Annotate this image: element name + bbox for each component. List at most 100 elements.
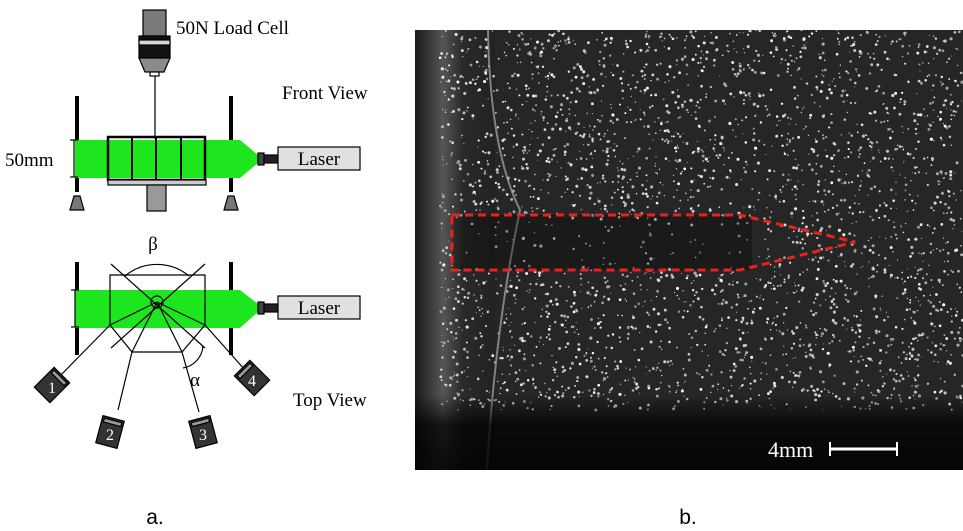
speckle bbox=[546, 336, 548, 338]
speckle bbox=[898, 39, 900, 41]
speckle bbox=[893, 221, 895, 223]
speckle bbox=[736, 75, 738, 77]
speckle bbox=[954, 173, 955, 174]
speckle bbox=[710, 392, 712, 394]
speckle bbox=[642, 192, 645, 195]
speckle bbox=[901, 272, 903, 274]
speckle bbox=[646, 195, 649, 198]
speckle bbox=[942, 49, 945, 52]
speckle bbox=[858, 74, 861, 77]
speckle bbox=[931, 89, 932, 90]
speckle bbox=[634, 52, 636, 54]
speckle bbox=[719, 154, 722, 157]
speckle bbox=[449, 140, 451, 142]
speckle bbox=[700, 388, 703, 391]
speckle bbox=[845, 90, 846, 91]
speckle bbox=[903, 351, 905, 353]
speckle bbox=[539, 391, 541, 393]
speckle bbox=[684, 39, 686, 41]
speckle bbox=[653, 308, 656, 311]
speckle bbox=[664, 130, 667, 133]
speckle bbox=[523, 353, 525, 355]
speckle bbox=[915, 133, 917, 135]
speckle bbox=[549, 338, 551, 340]
speckle bbox=[722, 274, 724, 276]
speckle bbox=[473, 274, 475, 276]
speckle bbox=[501, 374, 503, 376]
speckle bbox=[840, 199, 842, 201]
speckle bbox=[867, 357, 869, 359]
speckle bbox=[789, 123, 790, 124]
speckle bbox=[635, 387, 638, 390]
speckle bbox=[871, 149, 872, 150]
speckle bbox=[754, 170, 756, 172]
speckle bbox=[927, 52, 928, 53]
speckle bbox=[450, 331, 452, 333]
speckle bbox=[856, 71, 857, 72]
speckle bbox=[960, 291, 962, 293]
speckle bbox=[616, 145, 618, 147]
speckle bbox=[909, 255, 912, 258]
speckle bbox=[607, 376, 609, 378]
speckle bbox=[869, 72, 871, 74]
speckle bbox=[808, 259, 809, 260]
speckle bbox=[774, 196, 777, 199]
speckle bbox=[443, 196, 445, 198]
speckle bbox=[802, 222, 804, 224]
speckle bbox=[542, 47, 544, 49]
speckle bbox=[909, 353, 911, 355]
speckle bbox=[566, 97, 569, 100]
speckle bbox=[644, 114, 646, 116]
speckle bbox=[726, 176, 729, 179]
speckle bbox=[721, 136, 724, 139]
speckle bbox=[860, 34, 862, 36]
speckle bbox=[920, 82, 923, 85]
speckle bbox=[680, 172, 682, 174]
speckle bbox=[786, 184, 787, 185]
speckle bbox=[611, 196, 614, 199]
speckle bbox=[530, 122, 531, 123]
speckle bbox=[875, 332, 878, 335]
speckle bbox=[610, 147, 611, 148]
speckle bbox=[712, 147, 714, 149]
speckle bbox=[822, 70, 824, 72]
speckle bbox=[622, 186, 624, 188]
speckle bbox=[861, 380, 863, 382]
speckle bbox=[794, 86, 795, 87]
speckle bbox=[520, 32, 522, 34]
speckle bbox=[904, 291, 907, 294]
speckle bbox=[739, 32, 740, 33]
speckle bbox=[756, 278, 757, 279]
speckle bbox=[880, 310, 881, 311]
speckle bbox=[513, 185, 515, 187]
speckle bbox=[689, 30, 692, 33]
speckle bbox=[876, 141, 878, 143]
speckle bbox=[912, 157, 914, 159]
speckle bbox=[474, 79, 475, 80]
speckle bbox=[881, 295, 883, 297]
speckle bbox=[540, 189, 542, 191]
speckle bbox=[502, 147, 504, 149]
speckle bbox=[616, 118, 619, 121]
speckle bbox=[891, 166, 893, 168]
speckle bbox=[695, 330, 698, 333]
speckle bbox=[671, 91, 674, 94]
speckle bbox=[545, 76, 547, 78]
speckle bbox=[539, 52, 541, 54]
speckle bbox=[900, 374, 903, 377]
speckle bbox=[731, 306, 733, 308]
speckle bbox=[746, 164, 748, 166]
speckle bbox=[753, 59, 755, 61]
speckle bbox=[708, 365, 710, 367]
speckle bbox=[548, 312, 551, 315]
speckle bbox=[555, 281, 558, 284]
speckle bbox=[825, 299, 827, 301]
speckle bbox=[800, 56, 803, 59]
speckle bbox=[648, 387, 651, 390]
speckle bbox=[885, 204, 888, 207]
speckle bbox=[789, 139, 791, 141]
speckle bbox=[610, 104, 611, 105]
speckle bbox=[684, 55, 687, 58]
speckle bbox=[827, 352, 830, 355]
speckle bbox=[912, 172, 913, 173]
